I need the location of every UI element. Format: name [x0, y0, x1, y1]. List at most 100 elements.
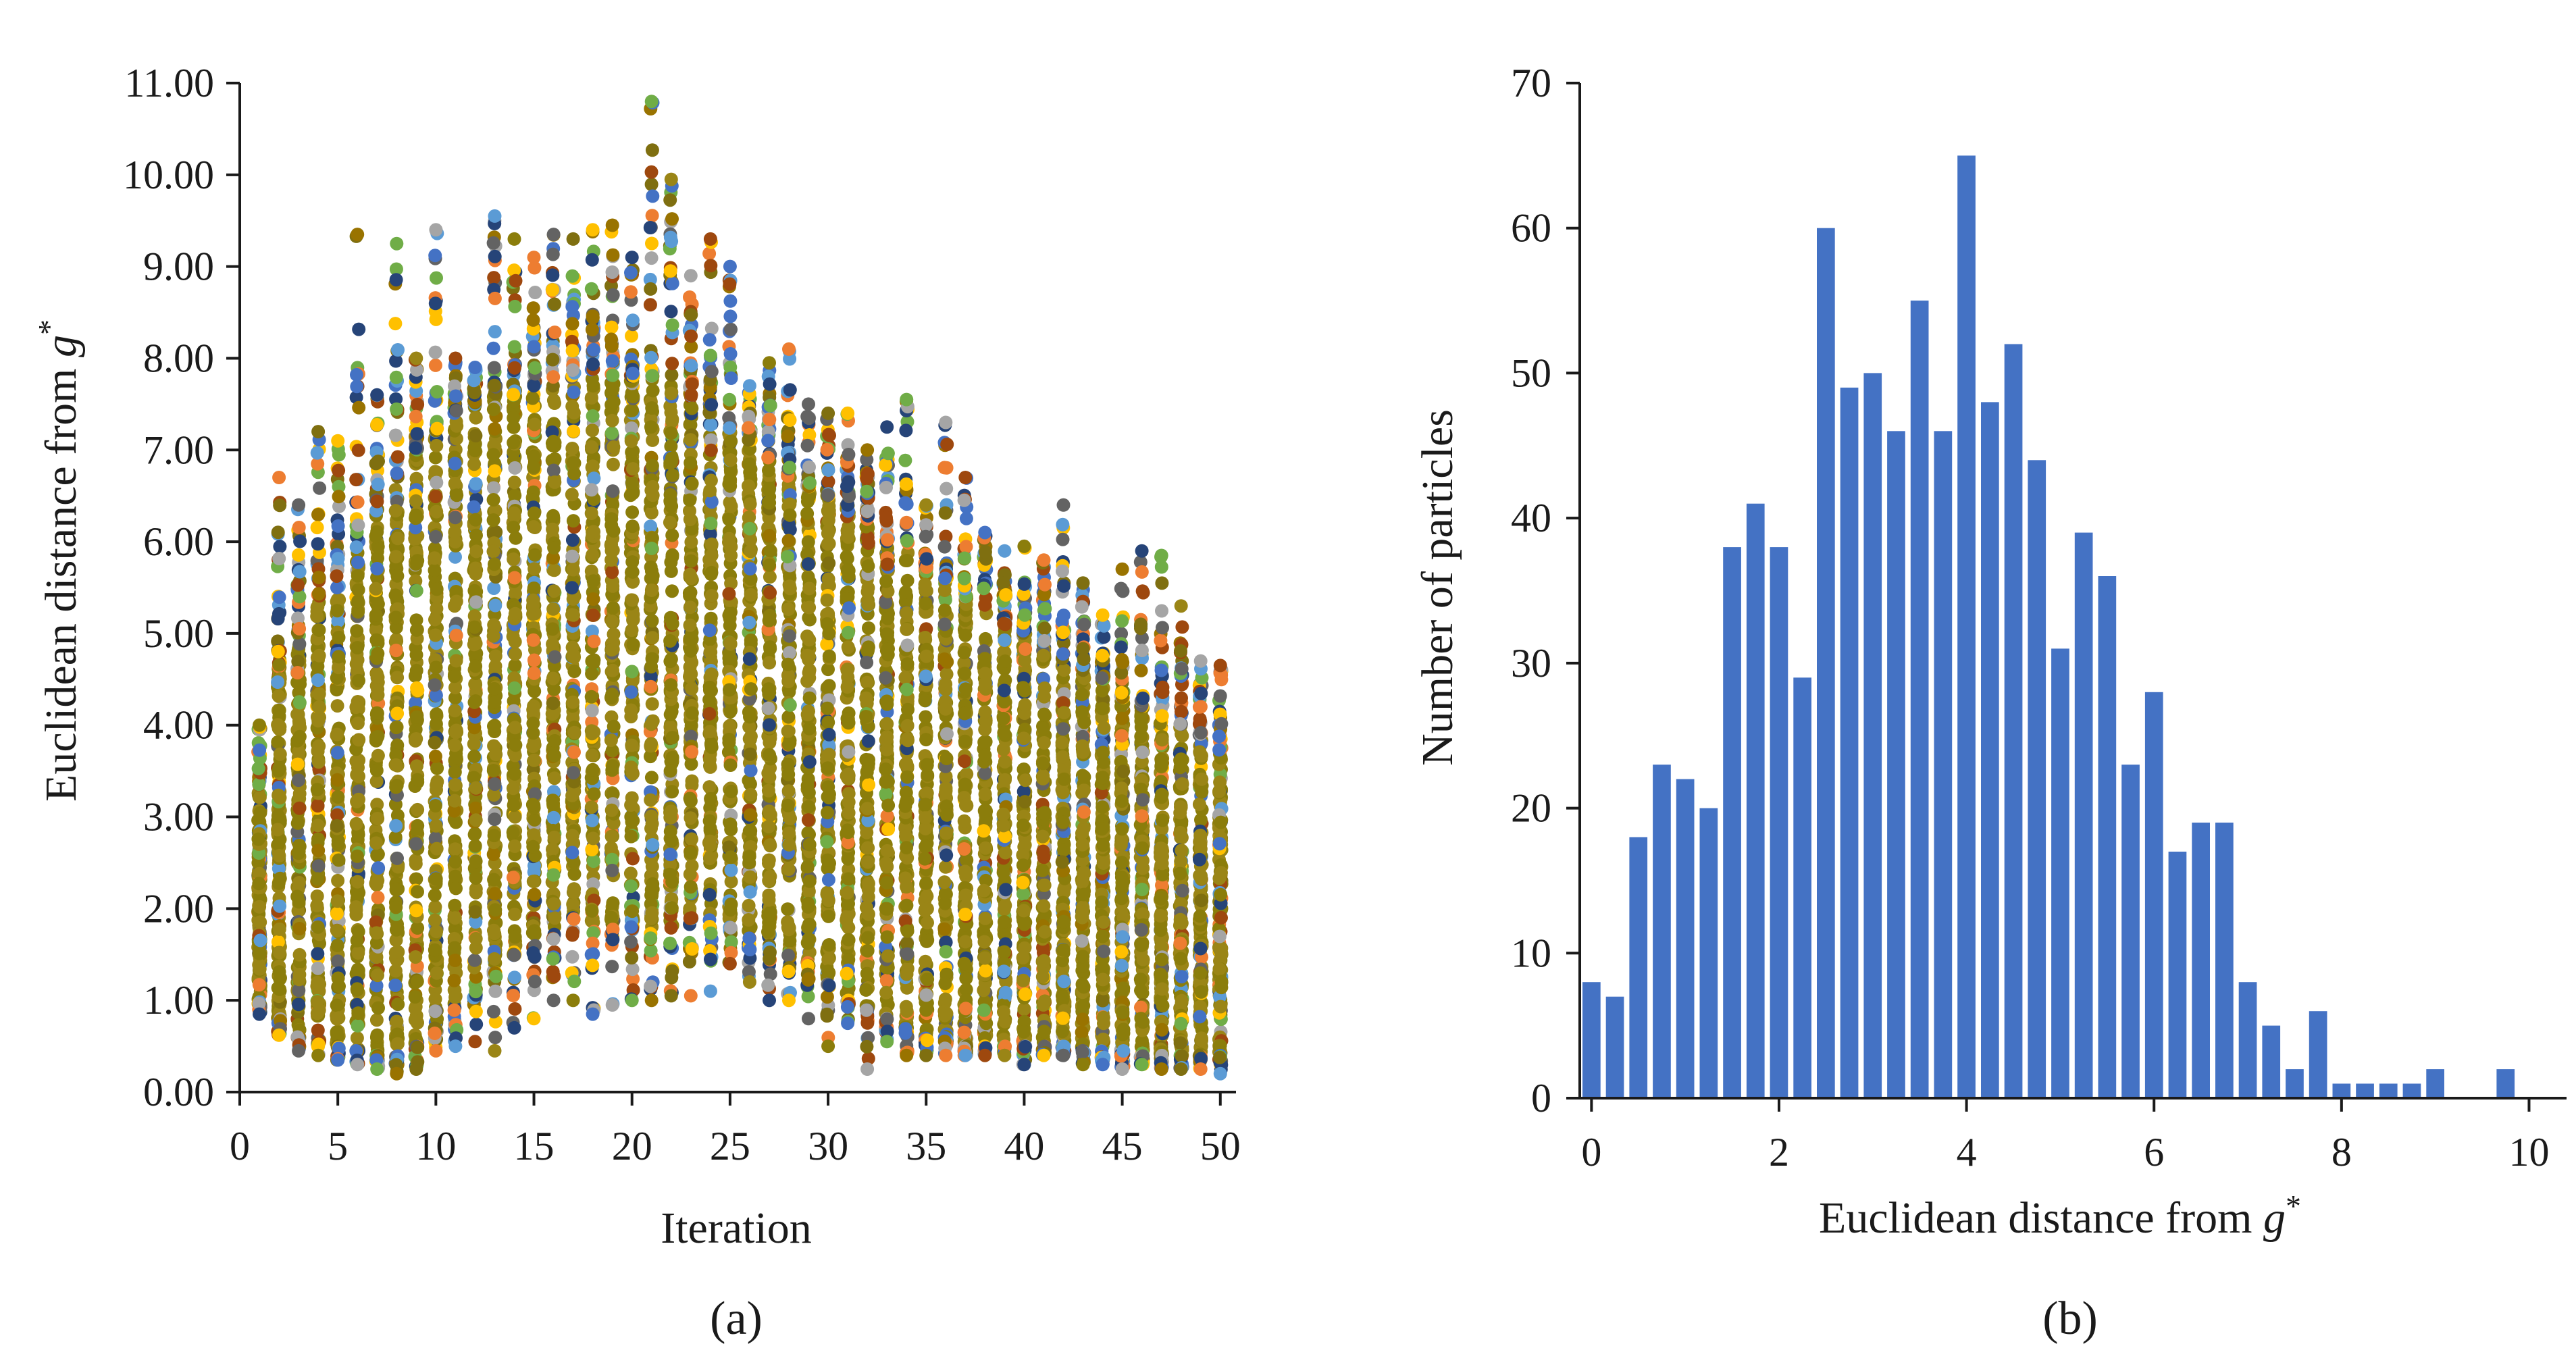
scatter-point: [369, 926, 384, 940]
scatter-point: [311, 1023, 325, 1037]
scatter-point: [585, 253, 599, 267]
scatter-point: [351, 583, 365, 597]
scatter-point: [273, 982, 287, 996]
scatter-point: [488, 903, 503, 917]
scatter-point: [411, 398, 425, 411]
scatter-point: [644, 584, 659, 597]
scatter-point: [369, 651, 384, 665]
scatter-point: [801, 535, 815, 549]
scatter-point: [763, 640, 777, 654]
scatter-point: [292, 983, 306, 998]
scatter-point: [350, 380, 364, 394]
scatter-point: [723, 817, 738, 831]
scatter-point: [604, 841, 618, 855]
scatter-point: [370, 706, 384, 720]
scatter-point: [409, 732, 423, 746]
scatter-point: [508, 721, 522, 735]
scatter-point: [724, 434, 738, 448]
scatter-point: [624, 434, 638, 448]
scatter-point: [509, 274, 523, 288]
scatter-point: [703, 834, 717, 848]
scatter-panel: 0.001.002.003.004.005.006.007.008.009.00…: [32, 61, 1241, 1345]
scatter-point: [565, 269, 579, 283]
scatter-point: [448, 476, 462, 490]
scatter-point: [762, 613, 776, 627]
scatter-point: [743, 885, 757, 899]
scatter-point: [665, 455, 679, 469]
scatter-point: [369, 609, 383, 622]
scatter-point: [292, 846, 305, 860]
scatter-point: [508, 461, 522, 475]
scatter-point: [312, 687, 326, 701]
scatter-point: [781, 757, 795, 771]
scatter-point: [448, 954, 462, 967]
scatter-point: [605, 565, 619, 579]
scatter-point: [507, 475, 521, 490]
scatter-point: [330, 604, 344, 618]
scatter-point: [311, 819, 325, 833]
scatter-point: [330, 1027, 344, 1041]
scatter-point: [586, 423, 599, 438]
scatter-point: [663, 193, 677, 207]
scatter-point: [761, 925, 775, 939]
scatter-point: [763, 356, 776, 370]
scatter-point: [684, 880, 698, 894]
scatter-point: [430, 966, 444, 980]
scatter-point: [292, 948, 307, 962]
scatter-point: [488, 952, 502, 966]
scatter-point: [310, 446, 324, 460]
scatter-point: [448, 351, 463, 365]
scatter-point: [703, 232, 717, 246]
scatter-point: [566, 563, 580, 577]
scatter-point: [330, 569, 344, 583]
scatter-point: [310, 600, 324, 615]
scatter-point: [626, 638, 640, 652]
scatter-point: [743, 870, 757, 884]
scatter-point: [332, 661, 346, 675]
scatter-point: [744, 787, 758, 802]
scatter-point: [723, 259, 737, 274]
scatter-point: [273, 747, 287, 761]
scatter-point: [272, 862, 286, 876]
scatter-point: [489, 969, 503, 983]
scatter-point: [467, 620, 482, 634]
scatter-point: [626, 390, 640, 404]
scatter-point: [625, 519, 640, 534]
scatter-point: [447, 973, 461, 987]
scatter-point: [546, 434, 561, 448]
scatter-point: [311, 859, 326, 873]
scatter-point: [587, 634, 601, 648]
scatter-point: [332, 1041, 346, 1056]
scatter-point: [566, 363, 579, 377]
scatter-point: [449, 654, 463, 668]
scatter-point: [565, 442, 579, 455]
scatter-point: [606, 380, 620, 394]
scatter-point: [469, 813, 483, 827]
scatter-point: [565, 399, 579, 413]
scatter-point: [311, 673, 325, 688]
scatter-point: [663, 654, 677, 669]
scatter-point: [644, 282, 658, 296]
scatter-point: [448, 869, 463, 883]
scatter-point: [331, 790, 345, 804]
scatter-point: [548, 911, 562, 925]
scatter-point: [723, 903, 738, 917]
scatter-point: [330, 819, 344, 833]
scatter-point: [683, 618, 697, 632]
scatter-point: [272, 1028, 286, 1042]
scatter-point: [664, 439, 678, 453]
scatter-point: [585, 704, 599, 718]
scatter-point: [685, 477, 699, 491]
scatter-point: [349, 754, 363, 769]
scatter-point: [428, 1027, 442, 1040]
scatter-point: [567, 665, 582, 678]
scatter-point: [391, 343, 405, 357]
scatter-point: [644, 178, 659, 191]
scatter-point: [723, 277, 737, 291]
scatter-point: [428, 551, 442, 565]
scatter-point: [349, 540, 363, 554]
scatter-point: [586, 223, 600, 237]
scatter-point: [802, 785, 816, 800]
scatter-point: [449, 404, 463, 418]
scatter-point: [430, 438, 444, 452]
